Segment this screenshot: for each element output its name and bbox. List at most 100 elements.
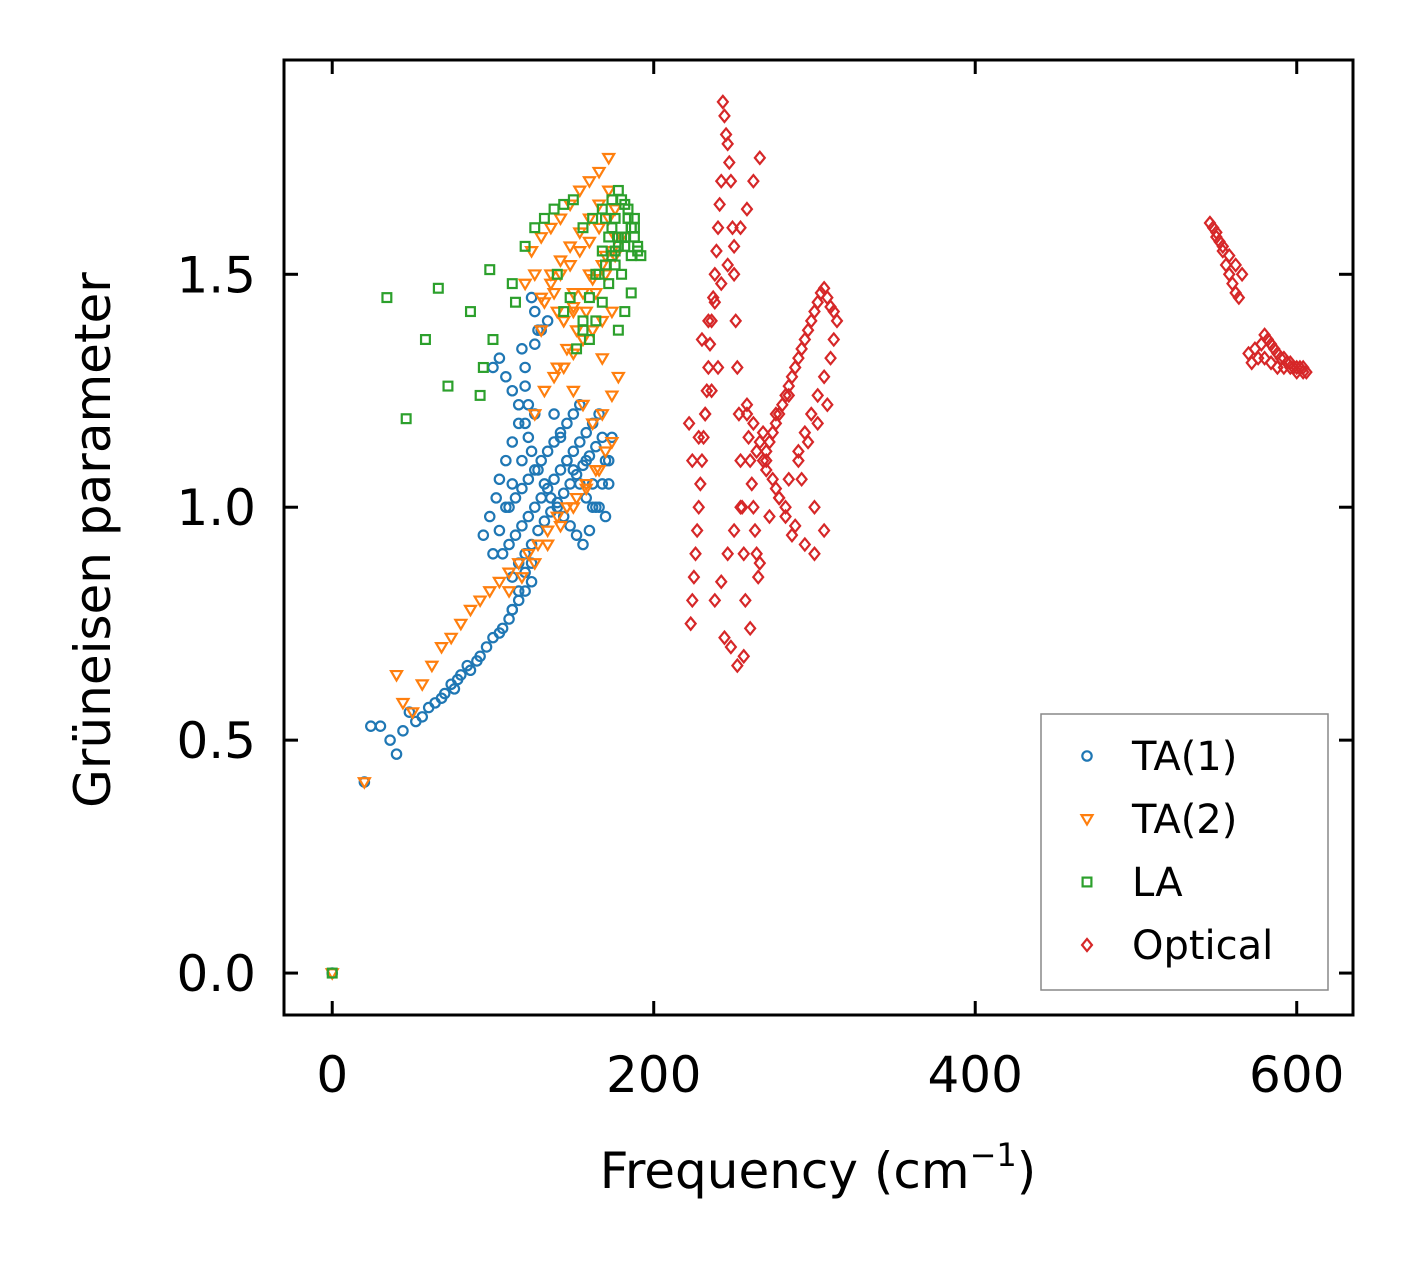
- data-point: [753, 555, 767, 571]
- data-point: [389, 669, 404, 683]
- data-point: [732, 406, 746, 422]
- y-tick-label: 0.5: [176, 712, 256, 770]
- data-point: [516, 520, 528, 532]
- data-point: [616, 268, 628, 280]
- data-point: [738, 592, 752, 609]
- series-la: [326, 184, 647, 979]
- data-point: [583, 334, 595, 346]
- data-point: [511, 558, 527, 571]
- data-point: [548, 436, 560, 448]
- data-point: [610, 371, 626, 385]
- data-point: [525, 575, 538, 588]
- data-point: [716, 94, 730, 110]
- x-axis-title-superscript: −1: [970, 1136, 1017, 1174]
- data-point: [522, 398, 535, 411]
- data-point: [721, 546, 735, 562]
- data-point: [612, 324, 624, 336]
- data-point: [753, 434, 767, 450]
- data-point: [567, 445, 580, 458]
- data-point: [549, 511, 565, 525]
- data-point: [689, 546, 702, 562]
- plot-area: [324, 94, 1313, 981]
- data-point: [729, 313, 743, 329]
- data-point: [692, 429, 706, 446]
- data-point: [506, 278, 518, 290]
- data-point: [512, 398, 525, 411]
- data-point: [1300, 364, 1313, 380]
- data-point: [730, 359, 744, 376]
- data-point: [602, 478, 615, 490]
- data-point: [577, 459, 589, 472]
- data-point: [603, 278, 615, 290]
- data-point: [533, 325, 549, 338]
- y-tick-label: 1.5: [176, 246, 256, 304]
- data-point: [536, 385, 552, 399]
- data-point: [578, 483, 594, 497]
- data-point: [628, 212, 640, 224]
- data-point: [520, 548, 536, 562]
- data-point: [743, 452, 757, 469]
- data-point: [509, 492, 522, 504]
- data-point: [528, 501, 541, 513]
- data-point: [687, 569, 701, 585]
- data-point: [569, 492, 584, 506]
- data-point: [519, 380, 531, 392]
- data-point: [591, 222, 607, 236]
- plot-frame: [282, 58, 1355, 1017]
- data-point: [326, 967, 338, 979]
- data-point: [811, 415, 825, 432]
- data-point: [487, 548, 499, 560]
- data-point: [599, 510, 612, 523]
- data-point: [713, 196, 727, 213]
- data-point: [565, 306, 581, 320]
- data-point: [1283, 359, 1297, 376]
- data-point: [792, 443, 805, 460]
- data-point: [708, 592, 722, 609]
- data-point: [1264, 355, 1278, 371]
- y-tick-label: 0.0: [176, 945, 256, 1003]
- data-point: [685, 592, 699, 609]
- data-point: [625, 222, 637, 234]
- data-point: [562, 260, 578, 273]
- data-point: [779, 499, 792, 516]
- legend-label: LA: [1132, 860, 1183, 906]
- data-point: [570, 468, 583, 481]
- data-point: [419, 334, 431, 346]
- data-point: [416, 711, 429, 723]
- data-point: [708, 294, 722, 311]
- data-point: [538, 515, 551, 527]
- data-point: [591, 166, 607, 180]
- data-point: [590, 268, 602, 280]
- data-point: [541, 445, 554, 458]
- data-point: [397, 725, 409, 737]
- data-point: [567, 408, 580, 420]
- data-point: [516, 454, 528, 467]
- data-point: [551, 268, 563, 280]
- data-point: [583, 524, 596, 537]
- data-point: [742, 429, 755, 446]
- data-point: [567, 194, 579, 206]
- data-point: [528, 338, 541, 350]
- data-point: [740, 396, 754, 413]
- data-point: [798, 536, 812, 553]
- data-point: [1235, 266, 1249, 283]
- data-point: [808, 499, 821, 516]
- series-ta-1: [326, 291, 618, 979]
- x-tick-label: 400: [928, 1046, 1023, 1104]
- data-point: [586, 501, 599, 513]
- data-point: [557, 487, 570, 500]
- data-point: [711, 359, 725, 376]
- legend-label: TA(1): [1131, 734, 1237, 780]
- data-point: [565, 385, 581, 399]
- data-point: [503, 501, 515, 513]
- data-point: [365, 720, 377, 732]
- data-point: [727, 238, 741, 255]
- data-point: [824, 350, 837, 366]
- data-point: [782, 471, 796, 488]
- data-point: [570, 529, 583, 541]
- data-point: [574, 436, 586, 448]
- data-point: [721, 257, 735, 273]
- data-point: [487, 361, 499, 374]
- data-point: [548, 203, 560, 215]
- data-point: [1216, 238, 1230, 255]
